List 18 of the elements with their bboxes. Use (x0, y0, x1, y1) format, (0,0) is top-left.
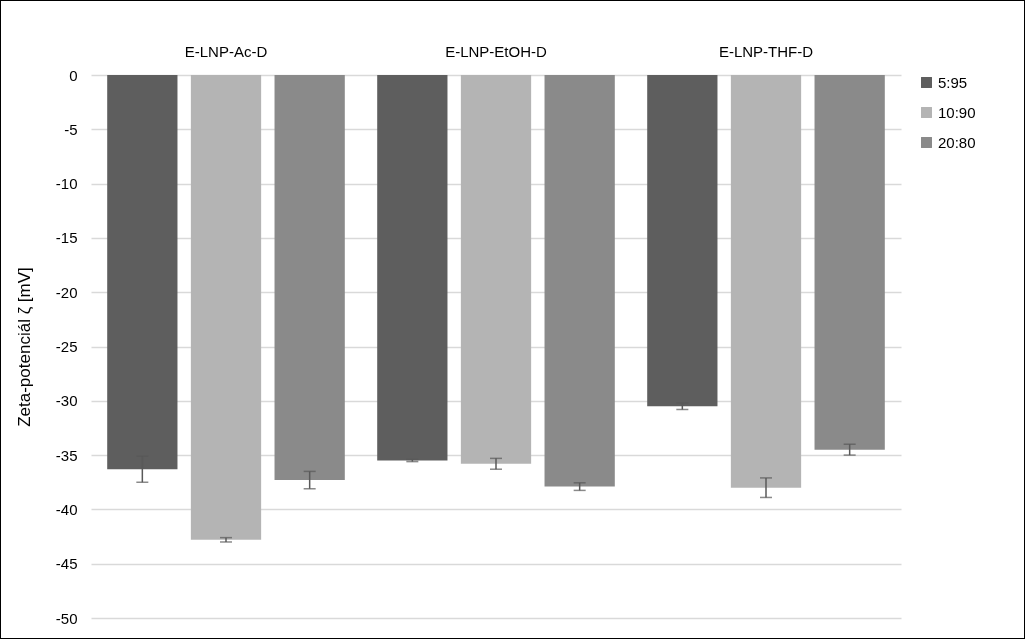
y-tick-label: -30 (55, 392, 78, 410)
y-tick-label: 0 (69, 66, 78, 84)
y-axis-title: Zeta-potenciál ζ [mV] (14, 267, 34, 427)
x-tick-label: E-LNP-EtOH-D (445, 42, 547, 60)
y-tick-label: -40 (55, 500, 78, 518)
x-tick-label: E-LNP-Ac-D (184, 42, 268, 60)
y-tick-label: -10 (55, 175, 78, 193)
legend-label: 10:90 (938, 103, 976, 121)
y-tick-label: -25 (55, 338, 78, 355)
y-tick-label: -45 (55, 555, 78, 573)
y-tick-label: -20 (55, 283, 78, 301)
legend-label: 5:95 (938, 73, 968, 91)
legend-label: 20:80 (938, 133, 976, 151)
y-tick-label: -35 (55, 446, 78, 464)
x-tick-label: E-LNP-THF-D (718, 42, 814, 60)
y-tick-label: -50 (55, 609, 78, 627)
y-tick-label: -15 (55, 229, 78, 247)
y-tick-label: -5 (64, 120, 78, 138)
